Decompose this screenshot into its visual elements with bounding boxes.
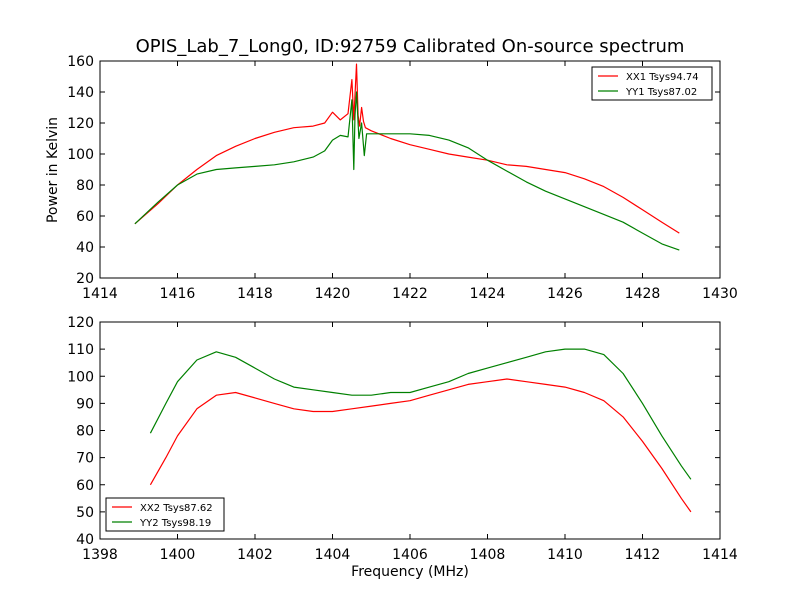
y-tick-label: 70 bbox=[76, 451, 94, 467]
x-tick-label: 1400 bbox=[160, 547, 196, 563]
legend-box bbox=[591, 66, 713, 101]
x-tick-label: 1406 bbox=[392, 547, 428, 563]
y-tick-label: 100 bbox=[67, 369, 94, 385]
y-tick-label: 120 bbox=[67, 116, 94, 132]
x-tick-label: 1422 bbox=[392, 286, 428, 302]
x-tick-label: 1414 bbox=[702, 547, 738, 563]
y-tick-label: 140 bbox=[67, 85, 94, 101]
y-tick-label: 40 bbox=[76, 240, 94, 256]
y-tick-label: 40 bbox=[76, 532, 94, 548]
x-tick-label: 1418 bbox=[237, 286, 273, 302]
y-tick-label: 100 bbox=[67, 147, 94, 163]
x-tick-label: 1428 bbox=[625, 286, 661, 302]
series-line-2-1 bbox=[149, 378, 692, 513]
legend-entry: XX2 Tsys87.62 bbox=[140, 503, 213, 514]
y-tick-label: 80 bbox=[76, 178, 94, 194]
x-tick-label: 1408 bbox=[470, 547, 506, 563]
x-tick-label: 1416 bbox=[160, 286, 196, 302]
x-tick-label: 1430 bbox=[702, 286, 738, 302]
series-line-1-1 bbox=[134, 63, 680, 234]
legend-entry: XX1 Tsys94.74 bbox=[626, 72, 699, 83]
chart-title: OPIS_Lab_7_Long0, ID:92759 Calibrated On… bbox=[136, 36, 685, 57]
y-tick-label: 90 bbox=[76, 396, 94, 412]
y-tick-label: 110 bbox=[67, 342, 94, 358]
legend-entry: YY2 Tsys98.19 bbox=[139, 518, 211, 529]
x-tick-label: 1410 bbox=[547, 547, 583, 563]
y-tick-label: 20 bbox=[76, 271, 94, 287]
series-line-2-2 bbox=[149, 348, 692, 480]
x-tick-label: 1402 bbox=[237, 547, 273, 563]
x-tick-label: 1426 bbox=[547, 286, 583, 302]
y-tick-label: 160 bbox=[67, 54, 94, 70]
x-tick-label: 1398 bbox=[82, 547, 118, 563]
x-tick-label: 1414 bbox=[82, 286, 118, 302]
legend-box bbox=[105, 497, 225, 532]
x-tick-label: 1412 bbox=[625, 547, 661, 563]
series-line-1-2 bbox=[134, 91, 680, 251]
legend-entry: YY1 Tsys87.02 bbox=[625, 87, 697, 98]
x-tick-label: 1404 bbox=[315, 547, 351, 563]
y-tick-label: 120 bbox=[67, 315, 94, 331]
x-axis-label: Frequency (MHz) bbox=[351, 564, 469, 580]
x-tick-label: 1424 bbox=[470, 286, 506, 302]
y-tick-label: 60 bbox=[76, 209, 94, 225]
legend: XX2 Tsys87.62 YY2 Tsys98.19 bbox=[105, 497, 225, 532]
y-tick-label: 80 bbox=[76, 424, 94, 440]
y-tick-label: 60 bbox=[76, 478, 94, 494]
legend: XX1 Tsys94.74 YY1 Tsys87.02 bbox=[591, 66, 713, 101]
x-tick-label: 1420 bbox=[315, 286, 351, 302]
y-axis-label: Power in Kelvin bbox=[45, 117, 61, 223]
top-spectrum-panel: 1414 1416 1418 1420 1422 1424 1426 1428 1430 20 40… bbox=[67, 54, 738, 302]
y-tick-label: 50 bbox=[76, 505, 94, 521]
bottom-spectrum-panel: 1398 1400 1402 1404 1406 1408 1410 1412 1414 40 50… bbox=[67, 315, 738, 563]
